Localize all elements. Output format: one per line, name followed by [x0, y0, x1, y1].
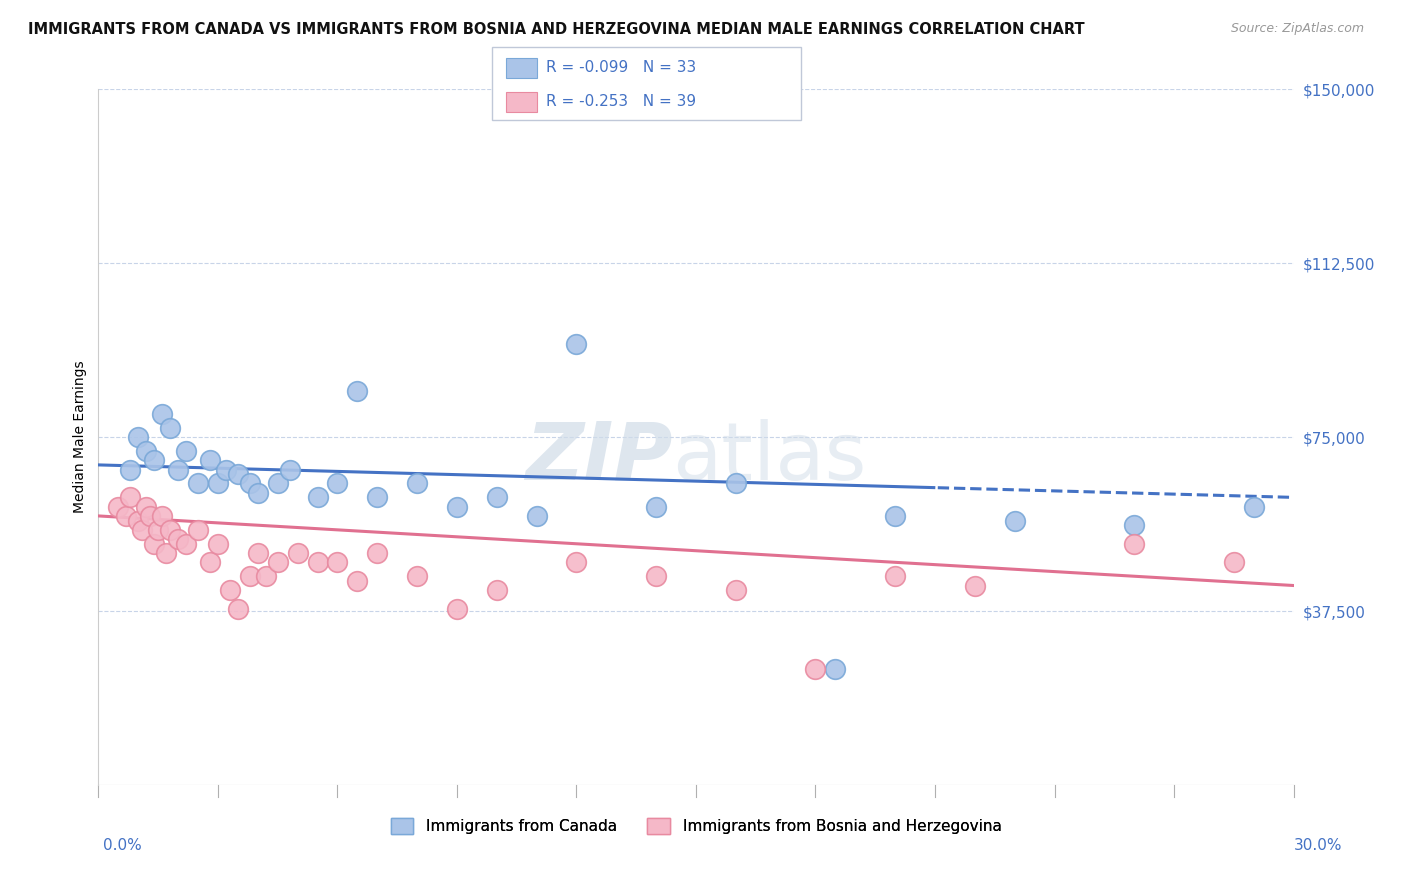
Point [187, 476, 209, 491]
Point [150, 508, 173, 523]
Point [254, 569, 277, 583]
Point [1223, 555, 1246, 569]
Point [326, 555, 349, 569]
Point [565, 555, 588, 569]
Point [307, 555, 329, 569]
Point [239, 476, 262, 491]
Point [366, 546, 388, 560]
Point [143, 537, 166, 551]
Point [326, 476, 349, 491]
Point [1004, 514, 1026, 528]
Point [127, 430, 149, 444]
Point [159, 523, 181, 537]
Text: ZIP: ZIP [524, 419, 672, 497]
Point [226, 601, 249, 615]
Point [565, 337, 588, 351]
Point [135, 500, 157, 514]
Point [963, 578, 986, 592]
Text: R = -0.099   N = 33: R = -0.099 N = 33 [546, 61, 696, 75]
Point [485, 491, 508, 505]
Point [804, 662, 827, 676]
Point [1123, 537, 1146, 551]
Point [1123, 518, 1146, 533]
Point [645, 500, 668, 514]
Point [198, 555, 221, 569]
Point [406, 476, 429, 491]
Point [239, 569, 262, 583]
Point [187, 523, 209, 537]
Point [406, 569, 429, 583]
Point [148, 523, 170, 537]
Legend: Immigrants from Canada, Immigrants from Bosnia and Herzegovina: Immigrants from Canada, Immigrants from … [384, 812, 1008, 840]
Point [884, 508, 907, 523]
Text: R = -0.253   N = 39: R = -0.253 N = 39 [546, 95, 696, 109]
Point [174, 537, 197, 551]
Point [246, 546, 269, 560]
Point [884, 569, 907, 583]
Point [155, 546, 177, 560]
Point [167, 462, 190, 476]
Point [226, 467, 249, 482]
Point [120, 462, 142, 476]
Point [174, 444, 197, 458]
Point [127, 514, 149, 528]
Text: Source: ZipAtlas.com: Source: ZipAtlas.com [1230, 22, 1364, 36]
Point [246, 485, 269, 500]
Point [150, 407, 173, 421]
Point [207, 476, 229, 491]
Point [307, 491, 329, 505]
Point [724, 476, 747, 491]
Point [346, 384, 368, 398]
Point [366, 491, 388, 505]
Point [167, 532, 190, 546]
Text: 0.0%: 0.0% [103, 838, 142, 854]
Point [287, 546, 309, 560]
Point [135, 444, 157, 458]
Point [139, 508, 162, 523]
Point [120, 491, 142, 505]
Point [159, 421, 181, 435]
Text: IMMIGRANTS FROM CANADA VS IMMIGRANTS FROM BOSNIA AND HERZEGOVINA MEDIAN MALE EAR: IMMIGRANTS FROM CANADA VS IMMIGRANTS FRO… [28, 22, 1085, 37]
Point [526, 508, 548, 523]
Point [346, 574, 368, 588]
Point [131, 523, 153, 537]
Point [278, 462, 301, 476]
Text: 30.0%: 30.0% [1295, 838, 1343, 854]
Point [485, 583, 508, 598]
Point [446, 601, 468, 615]
Point [267, 555, 290, 569]
Point [724, 583, 747, 598]
Point [115, 508, 138, 523]
Point [198, 453, 221, 467]
Point [1243, 500, 1265, 514]
Point [215, 462, 238, 476]
Point [219, 583, 242, 598]
Point [446, 500, 468, 514]
Point [267, 476, 290, 491]
Point [143, 453, 166, 467]
Point [107, 500, 129, 514]
Point [645, 569, 668, 583]
Point [207, 537, 229, 551]
Y-axis label: Median Male Earnings: Median Male Earnings [73, 360, 87, 514]
Point [824, 662, 846, 676]
Text: atlas: atlas [672, 419, 866, 497]
